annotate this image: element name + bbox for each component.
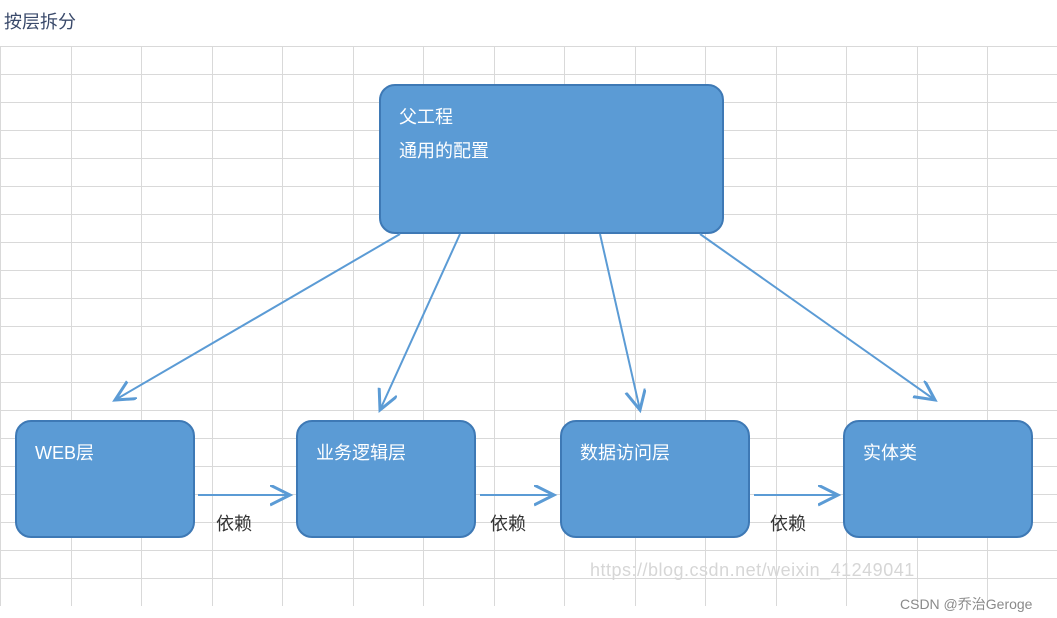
node-parent: 父工程 通用的配置 — [379, 84, 724, 234]
node-logic: 业务逻辑层 — [296, 420, 476, 538]
edge-label-dep2: 依赖 — [490, 510, 526, 536]
node-dao: 数据访问层 — [560, 420, 750, 538]
edge-label-dep3: 依赖 — [770, 510, 806, 536]
node-parent-line1: 父工程 — [399, 100, 704, 134]
node-entity: 实体类 — [843, 420, 1033, 538]
diagram-canvas: 按层拆分 父工程 通用的配置 WEB层 业务逻辑层 数据访问层 实体类 依赖 依… — [0, 0, 1057, 618]
watermark-blog-url: https://blog.csdn.net/weixin_41249041 — [590, 560, 915, 581]
watermark-author: CSDN @乔治Geroge — [900, 594, 1032, 614]
edge-label-dep1: 依赖 — [216, 510, 252, 536]
page-title: 按层拆分 — [4, 8, 76, 34]
node-parent-line2: 通用的配置 — [399, 134, 704, 168]
node-web: WEB层 — [15, 420, 195, 538]
